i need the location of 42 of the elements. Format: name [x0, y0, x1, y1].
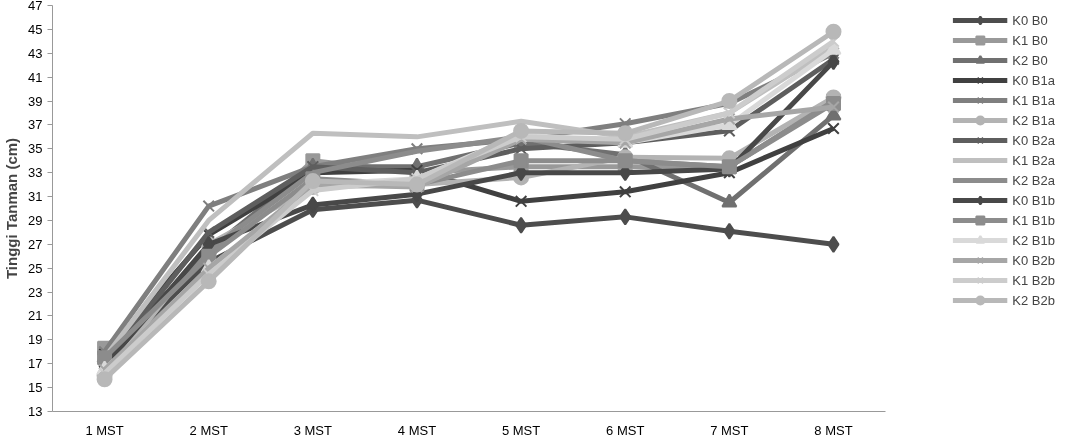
y-tick-label: 31: [28, 189, 43, 205]
x-tick-label: 8 MST: [814, 422, 853, 438]
legend-label: K1 B1b: [1012, 211, 1055, 230]
legend-label: K0 B1a: [1012, 71, 1055, 90]
legend-label: K2 B2a: [1012, 171, 1055, 190]
legend-label: K1 B0: [1012, 31, 1048, 50]
legend-label: K0 B2b: [1012, 251, 1055, 270]
legend-label: K1 B2b: [1012, 271, 1055, 290]
legend-label: K0 B1b: [1012, 191, 1055, 210]
x-tick-label: 1 MST: [85, 422, 124, 438]
legend-label: K2 B0: [1012, 51, 1048, 70]
y-tick-label: 45: [28, 21, 43, 37]
y-tick-label: 17: [28, 356, 43, 372]
y-tick-label: 25: [28, 260, 43, 276]
legend-label: K1 B1a: [1012, 91, 1055, 110]
legend-label: K0 B0: [1012, 11, 1048, 30]
x-tick-label: 4 MST: [397, 422, 437, 438]
y-tick-label: 19: [28, 332, 43, 348]
y-tick-label: 37: [28, 117, 43, 133]
y-tick-label: 39: [28, 93, 43, 109]
legend-label: K2 B2b: [1012, 291, 1055, 310]
y-tick-label: 43: [28, 45, 43, 61]
y-tick-label: 23: [28, 284, 43, 300]
y-tick-label: 47: [28, 0, 43, 13]
y-tick-label: 13: [28, 404, 43, 419]
y-tick-label: 27: [28, 236, 43, 252]
x-tick-label: 7 MST: [710, 422, 749, 438]
y-tick-label: 21: [28, 308, 43, 324]
y-tick-label: 29: [28, 212, 43, 228]
y-axis-title: Tinggi Tanman (cm): [3, 137, 21, 280]
x-tick-label: 5 MST: [501, 422, 541, 438]
y-tick-label: 35: [28, 141, 43, 157]
legend-label: K1 B2a: [1012, 151, 1055, 170]
y-tick-label: 15: [28, 380, 43, 396]
legend-label: K2 B1a: [1012, 111, 1055, 130]
legend-label: K2 B1b: [1012, 231, 1055, 250]
x-tick-label: 2 MST: [189, 422, 228, 438]
y-tick-label: 33: [28, 165, 43, 181]
x-tick-label: 6 MST: [606, 422, 645, 438]
y-tick-label: 41: [28, 69, 43, 85]
x-tick-label: 3 MST: [293, 422, 333, 438]
legend-label: K0 B2a: [1012, 131, 1055, 150]
